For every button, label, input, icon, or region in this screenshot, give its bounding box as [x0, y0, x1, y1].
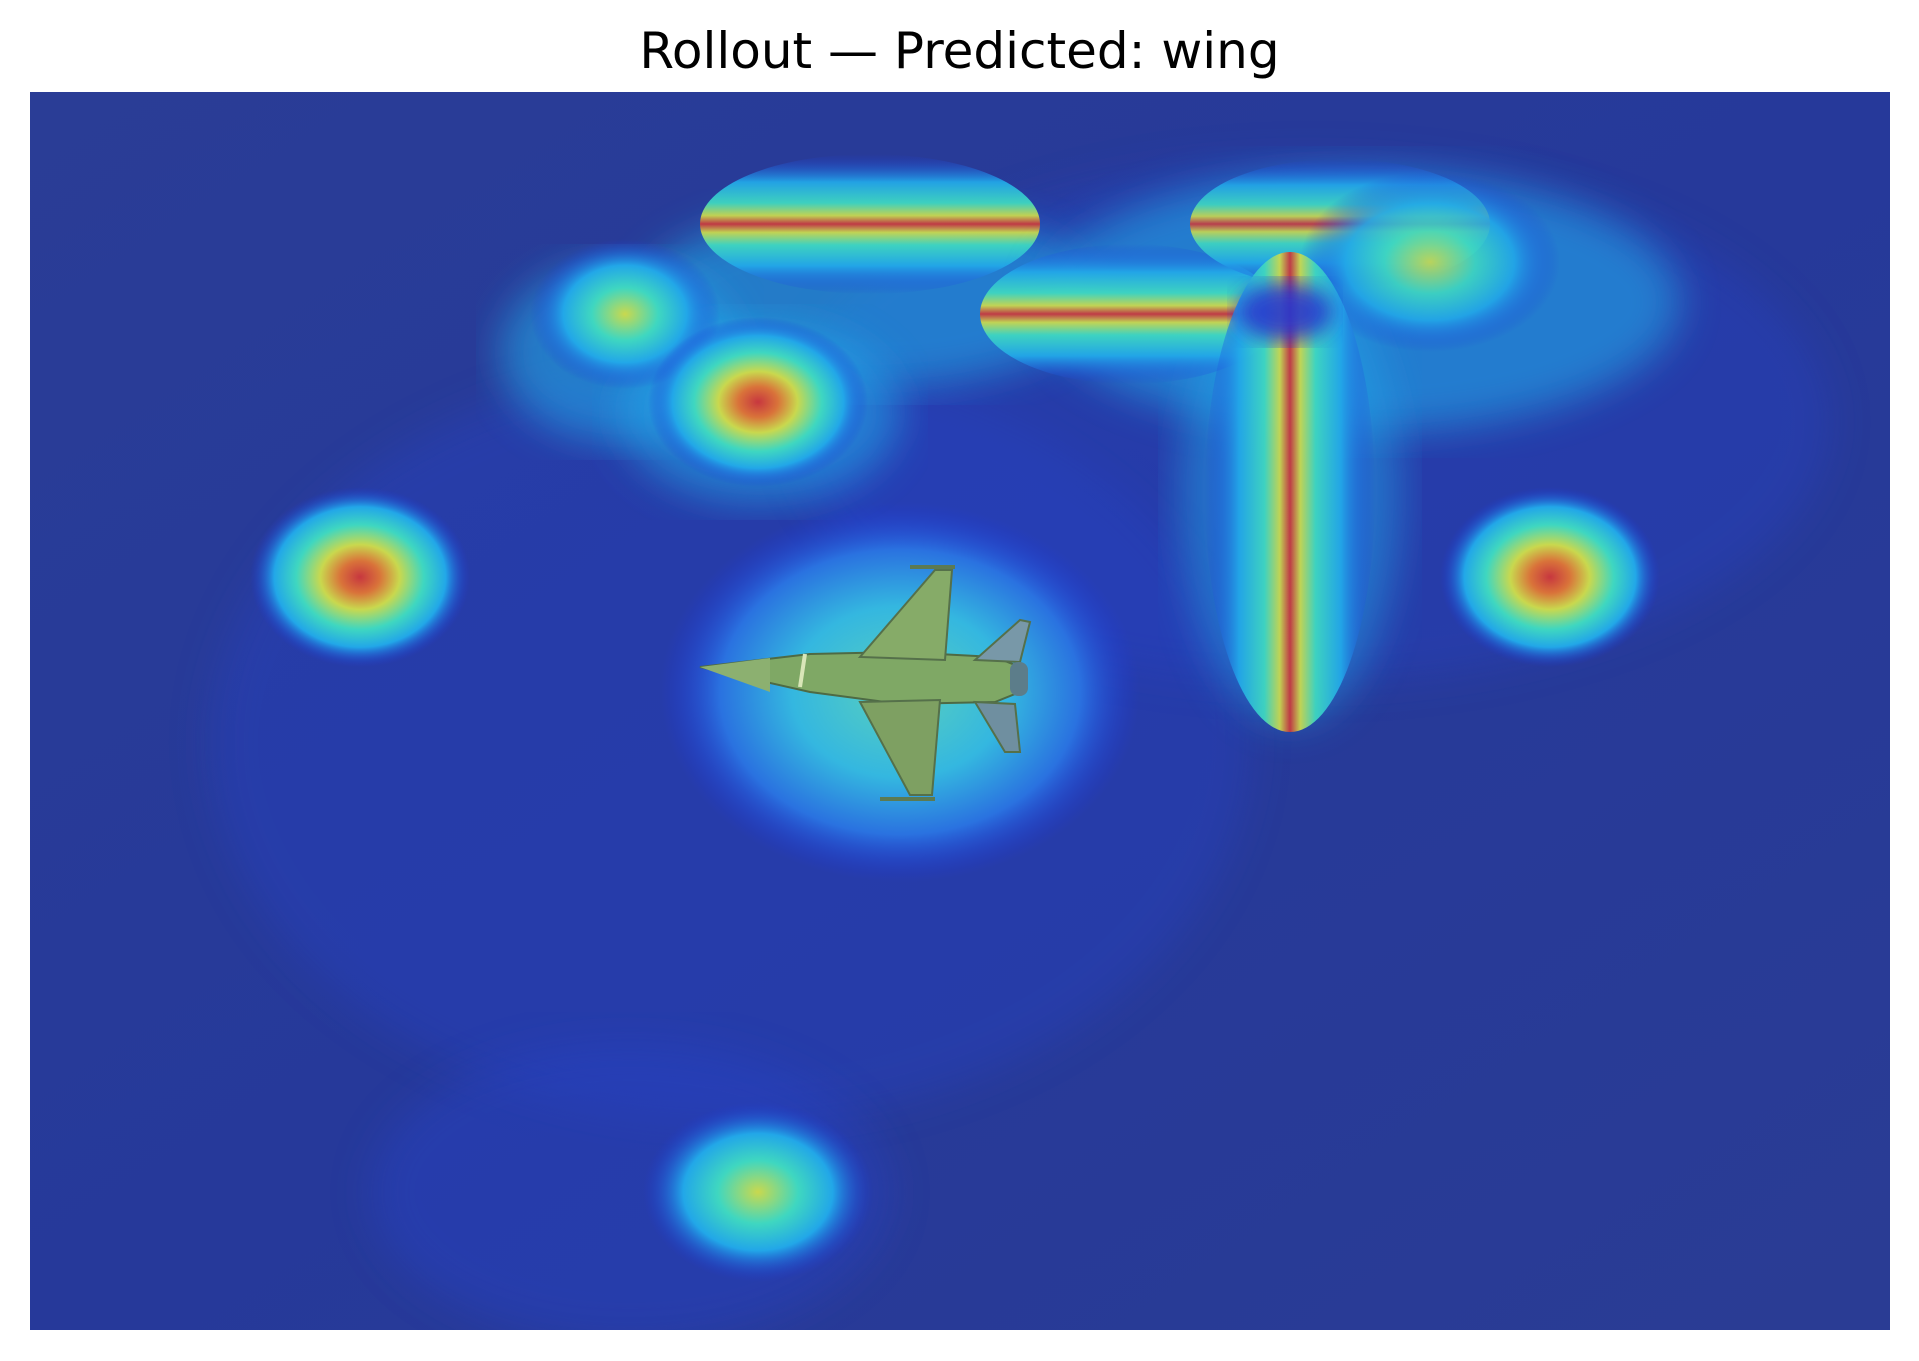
attention-heatmap: [30, 92, 1890, 1330]
attention-spot-bottom: [643, 1102, 873, 1282]
attention-spot-right: [1440, 487, 1660, 667]
fighter-jet: [699, 565, 1032, 801]
attention-cluster-upper-right: [980, 159, 1680, 732]
attention-overlay-image: [30, 92, 1890, 1330]
attention-cluster-upper-left: [500, 154, 1100, 502]
figure-title: Rollout — Predicted: wing: [639, 22, 1280, 80]
attention-spot-left: [250, 487, 470, 667]
